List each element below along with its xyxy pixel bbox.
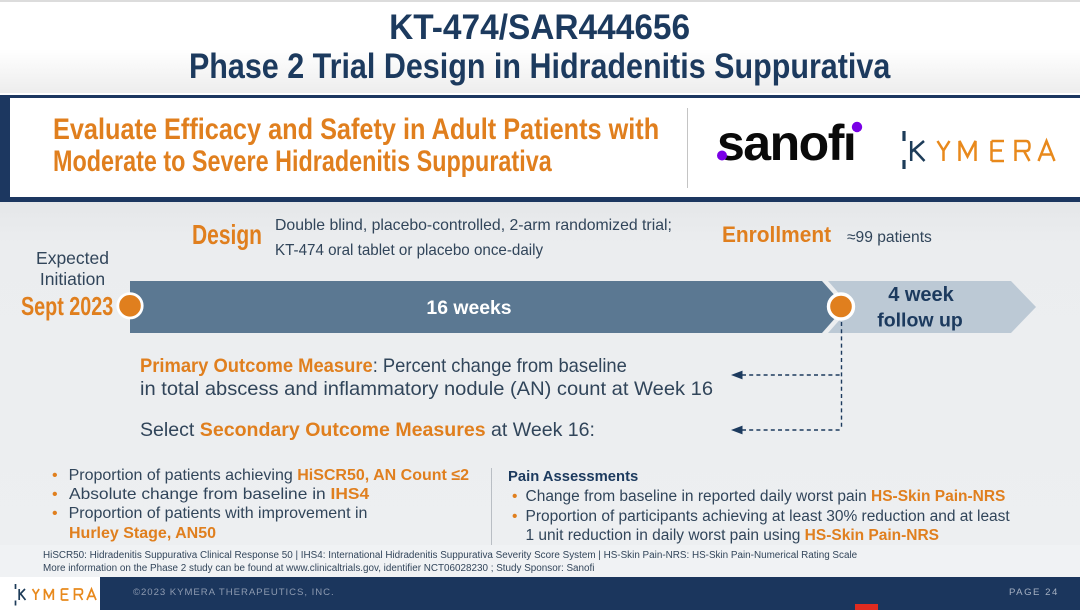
- svg-text:follow up: follow up: [877, 310, 963, 332]
- svg-text:4 week: 4 week: [888, 284, 954, 306]
- svg-text:sanofi: sanofi: [717, 115, 855, 170]
- svg-text:16 weeks: 16 weeks: [426, 297, 511, 319]
